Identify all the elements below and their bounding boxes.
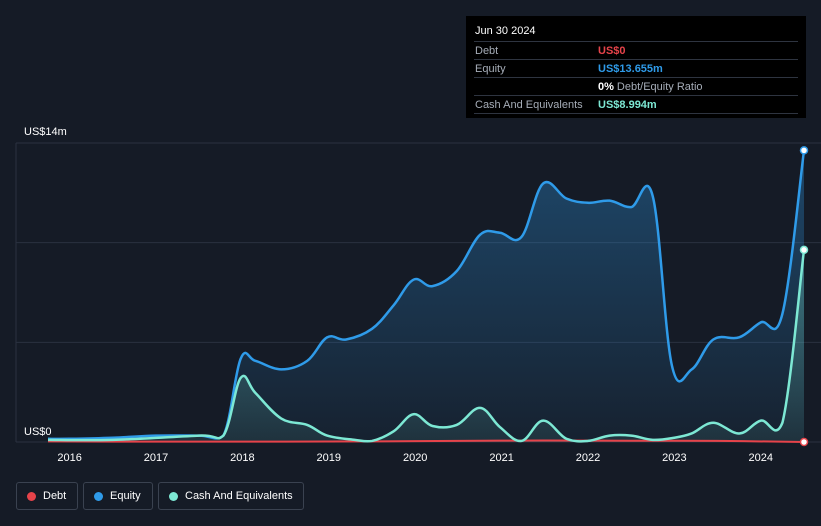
tooltip-value-debt: US$0	[598, 44, 626, 57]
tooltip-row-equity: Equity US$13.655m	[474, 59, 798, 77]
tooltip-value-cash: US$8.994m	[598, 98, 657, 111]
x-tick-label: 2018	[230, 452, 254, 464]
tooltip-value-equity: US$13.655m	[598, 62, 663, 75]
cash-end-marker	[799, 245, 809, 255]
legend-dot-icon	[27, 491, 36, 501]
x-tick-label: 2016	[57, 452, 81, 464]
x-tick-label: 2024	[749, 452, 773, 464]
equity-end-marker	[799, 146, 809, 155]
tooltip-label: Equity	[475, 62, 506, 75]
tooltip-ratio-caption: Debt/Equity Ratio	[616, 80, 703, 93]
legend-dot-icon	[169, 491, 178, 501]
x-tick-label: 2021	[489, 452, 513, 464]
tooltip-row-cash: Cash And Equivalents US$8.994m	[474, 95, 798, 114]
legend-item-equity[interactable]: Equity	[83, 482, 153, 510]
x-axis-ticks: 2016 2017 2018 2019 2020 2021 2022 2023 2024	[57, 452, 773, 464]
equity-line	[47, 150, 806, 441]
equity-area	[48, 150, 804, 442]
data-tooltip: Jun 30 2024 Debt US$0 Equity US$13.655m …	[466, 16, 806, 118]
tooltip-label: Cash And Equivalents	[475, 98, 583, 111]
legend-label: Cash And Equivalents	[185, 490, 293, 502]
x-tick-label: 2017	[144, 452, 168, 464]
legend-label: Debt	[43, 490, 67, 502]
x-tick-label: 2023	[662, 452, 686, 464]
y-axis-top-label: US$14m	[24, 126, 67, 138]
tooltip-label: Debt	[475, 44, 499, 57]
x-tick-label: 2022	[576, 452, 600, 464]
x-tick-label: 2019	[317, 452, 341, 464]
x-tick-label: 2020	[403, 452, 427, 464]
tooltip-row-debt: Debt US$0	[474, 41, 798, 59]
tooltip-date: Jun 30 2024	[475, 25, 536, 37]
series-areas	[48, 150, 804, 442]
tooltip-value-ratio: 0%	[598, 80, 614, 93]
tooltip-row-ratio: 0% Debt/Equity Ratio	[474, 77, 798, 95]
legend-item-debt[interactable]: Debt	[16, 482, 78, 510]
legend-item-cash[interactable]: Cash And Equivalents	[158, 482, 304, 510]
legend-label: Equity	[110, 490, 141, 502]
y-axis-bottom-label: US$0	[24, 426, 52, 438]
series-lines	[47, 146, 809, 447]
debt-line	[47, 439, 805, 443]
legend-dot-icon	[94, 491, 103, 501]
debt-end-marker	[799, 437, 809, 447]
cash-line	[47, 249, 806, 443]
cash-area	[48, 249, 804, 442]
